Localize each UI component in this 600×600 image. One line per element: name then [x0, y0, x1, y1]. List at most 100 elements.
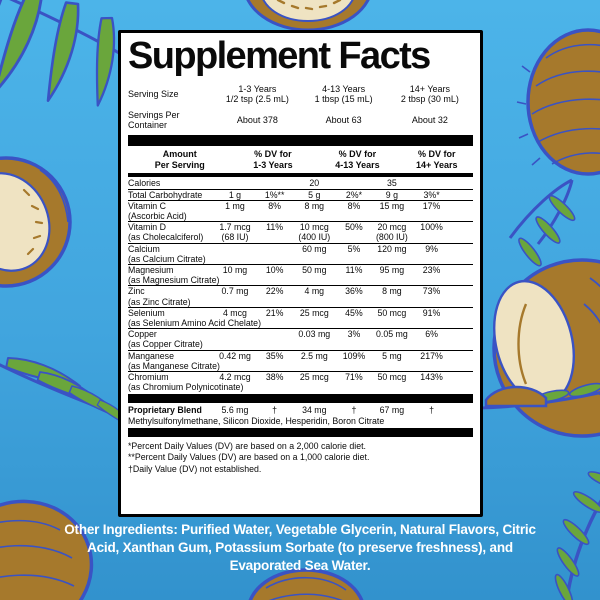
dv-cell: 143% — [410, 371, 453, 383]
dv-cell: 217% — [410, 349, 453, 361]
dv-cell: 1%** — [255, 188, 294, 201]
table-subrow: Methylsulfonylmethane, Silicon Dioxide, … — [128, 416, 473, 426]
blend-ingredients: Methylsulfonylmethane, Silicon Dioxide, … — [128, 415, 385, 426]
dv-cell: 21% — [255, 306, 294, 319]
amount-cell: 5 g — [293, 188, 335, 201]
serving-size-label: Serving Size — [128, 89, 179, 100]
servings-per-container-row: Servings Per Container About 378 About 6… — [128, 110, 473, 130]
servings-count: About 32 — [411, 114, 448, 125]
amount-cell: 4.2 mcg — [214, 371, 256, 383]
dagger-cell: † — [429, 405, 434, 416]
amount-cell: 20 mcg — [372, 221, 411, 233]
nutrient-name: Chromium — [128, 371, 215, 383]
nutrient-name: Vitamin C — [128, 199, 215, 211]
amount-cell: 25 mcg — [293, 371, 335, 383]
table-row-total-carbohydrate: Total Carbohydrate 1 g 1%** 5 g 2%* 9 g … — [128, 188, 473, 201]
dv-cell: 17% — [410, 199, 453, 211]
palm-frond-left-icon — [0, 348, 140, 438]
header-amount: Amount Per Serving — [154, 149, 205, 171]
amount-cell: 0.05 mg — [372, 328, 411, 340]
amount-cell: 67 mg — [379, 405, 405, 416]
dv-cell: 38% — [255, 371, 294, 383]
amount-cell: 34 mg — [302, 405, 327, 416]
table-row-vitamin-c: Vitamin C 1 mg 8% 8 mg 8% 15 mg 17% — [128, 199, 473, 211]
nutrient-subname: (as Chromium Polynicotinate) — [128, 382, 244, 393]
amount-cell — [214, 242, 256, 254]
dv-cell — [256, 178, 294, 189]
nutrient-subname: (as Copper Citrate) — [128, 339, 203, 350]
table-subrow: (as Cholecalciferol) (68 IU) (400 IU) (8… — [128, 232, 473, 243]
dagger-cell: † — [272, 405, 278, 416]
age-group: 14+ Years — [409, 83, 451, 94]
nutrient-subname: (as Magnesium Citrate) — [128, 275, 220, 286]
dv-cell: 9% — [410, 242, 453, 254]
amount-cell: 20 — [309, 178, 320, 189]
dv-cell: 8% — [334, 199, 373, 211]
header-dv-14plus: % DV for 14+ Years — [415, 149, 458, 171]
dv-cell: 6% — [410, 328, 453, 340]
dv-cell — [255, 242, 294, 254]
blend-name: Proprietary Blend — [128, 405, 202, 416]
nutrient-name: Manganese — [128, 349, 215, 361]
amount-cell: 4 mcg — [214, 306, 256, 319]
dv-cell: 11% — [334, 264, 373, 276]
dv-cell: 11% — [255, 221, 294, 233]
dagger-cell: † — [351, 405, 357, 416]
dv-cell: 73% — [410, 285, 453, 297]
dv-cell: 3% — [334, 328, 373, 340]
header-dv-4-13: % DV for 4-13 Years — [335, 149, 380, 171]
nutrient-subname: (as Manganese Citrate) — [128, 360, 220, 371]
serving-amount: 2 tbsp (30 mL) — [400, 94, 459, 105]
dv-cell: 100% — [410, 221, 453, 233]
table-subrow: (as Selenium Amino Acid Chelate) — [128, 318, 473, 329]
dv-cell: 5% — [334, 242, 373, 254]
coconut-half-top-icon — [246, 0, 370, 32]
nutrient-name: Calcium — [128, 242, 215, 254]
age-group: 4-13 Years — [322, 83, 366, 94]
amount-cell: 1 g — [214, 188, 256, 201]
nutrient-name: Calories — [128, 178, 161, 189]
dv-cell: 23% — [410, 264, 453, 276]
servings-per-container-label: Servings Per Container — [128, 110, 180, 131]
dv-cell: 10% — [255, 264, 294, 276]
table-subrow: (as Copper Citrate) — [128, 339, 473, 350]
divider-bar-thick — [128, 427, 473, 437]
age-group: 1-3 Years — [238, 83, 277, 94]
coconut-half-left-icon — [0, 156, 72, 288]
serving-size-col-1: 1-3 Years 1/2 tsp (2.5 mL) — [214, 84, 300, 106]
panel-title: Supplement Facts — [128, 35, 431, 77]
table-row-manganese: Manganese 0.42 mg 35% 2.5 mg 109% 5 mg 2… — [128, 349, 473, 361]
table-row-zinc: Zinc 0.7 mg 22% 4 mg 36% 8 mg 73% — [128, 285, 473, 297]
table-row-chromium: Chromium 4.2 mcg 38% 25 mcg 71% 50 mcg 1… — [128, 371, 473, 383]
amount-cell — [214, 328, 256, 340]
dv-cell: 3%* — [410, 188, 453, 201]
iu-cell: (68 IU) — [221, 232, 249, 243]
nutrient-subname: (as Zinc Citrate) — [128, 296, 191, 307]
amount-cell: 8 mg — [293, 199, 335, 211]
dv-cell: 22% — [255, 285, 294, 297]
nutrient-name: Selenium — [128, 306, 215, 319]
amount-cell: 50 mcg — [372, 306, 411, 319]
amount-cell: 35 — [386, 178, 397, 189]
dv-cell: 2%* — [334, 188, 373, 201]
table-subrow: (as Chromium Polynicotinate) — [128, 382, 473, 392]
amount-cell: 0.03 mg — [293, 328, 335, 340]
amount-cell: 15 mg — [372, 199, 411, 211]
dv-cell — [255, 328, 294, 340]
nutrient-subname: (Ascorbic Acid) — [128, 211, 187, 221]
servings-count: About 63 — [325, 114, 362, 125]
coconut-bottom-center-icon — [248, 568, 364, 600]
amount-cell: 1 mg — [214, 199, 256, 211]
coconut-bottom-right-icon — [484, 385, 548, 408]
amount-cell: 50 mg — [293, 264, 335, 276]
serving-size-col-3: 14+ Years 2 tbsp (30 mL) — [387, 84, 473, 106]
footnote-dv-not-established: †Daily Value (DV) not established. — [128, 463, 262, 474]
table-row-selenium: Selenium 4 mcg 21% 25 mcg 45% 50 mcg 91% — [128, 306, 473, 319]
amount-cell: 4 mg — [293, 285, 335, 297]
table-row-calories: Calories 20 35 — [128, 178, 473, 189]
nutrient-name: Magnesium — [128, 264, 215, 276]
amount-cell: 9 g — [372, 188, 411, 201]
dv-cell — [335, 178, 373, 189]
amount-cell: 0.42 mg — [214, 349, 256, 361]
